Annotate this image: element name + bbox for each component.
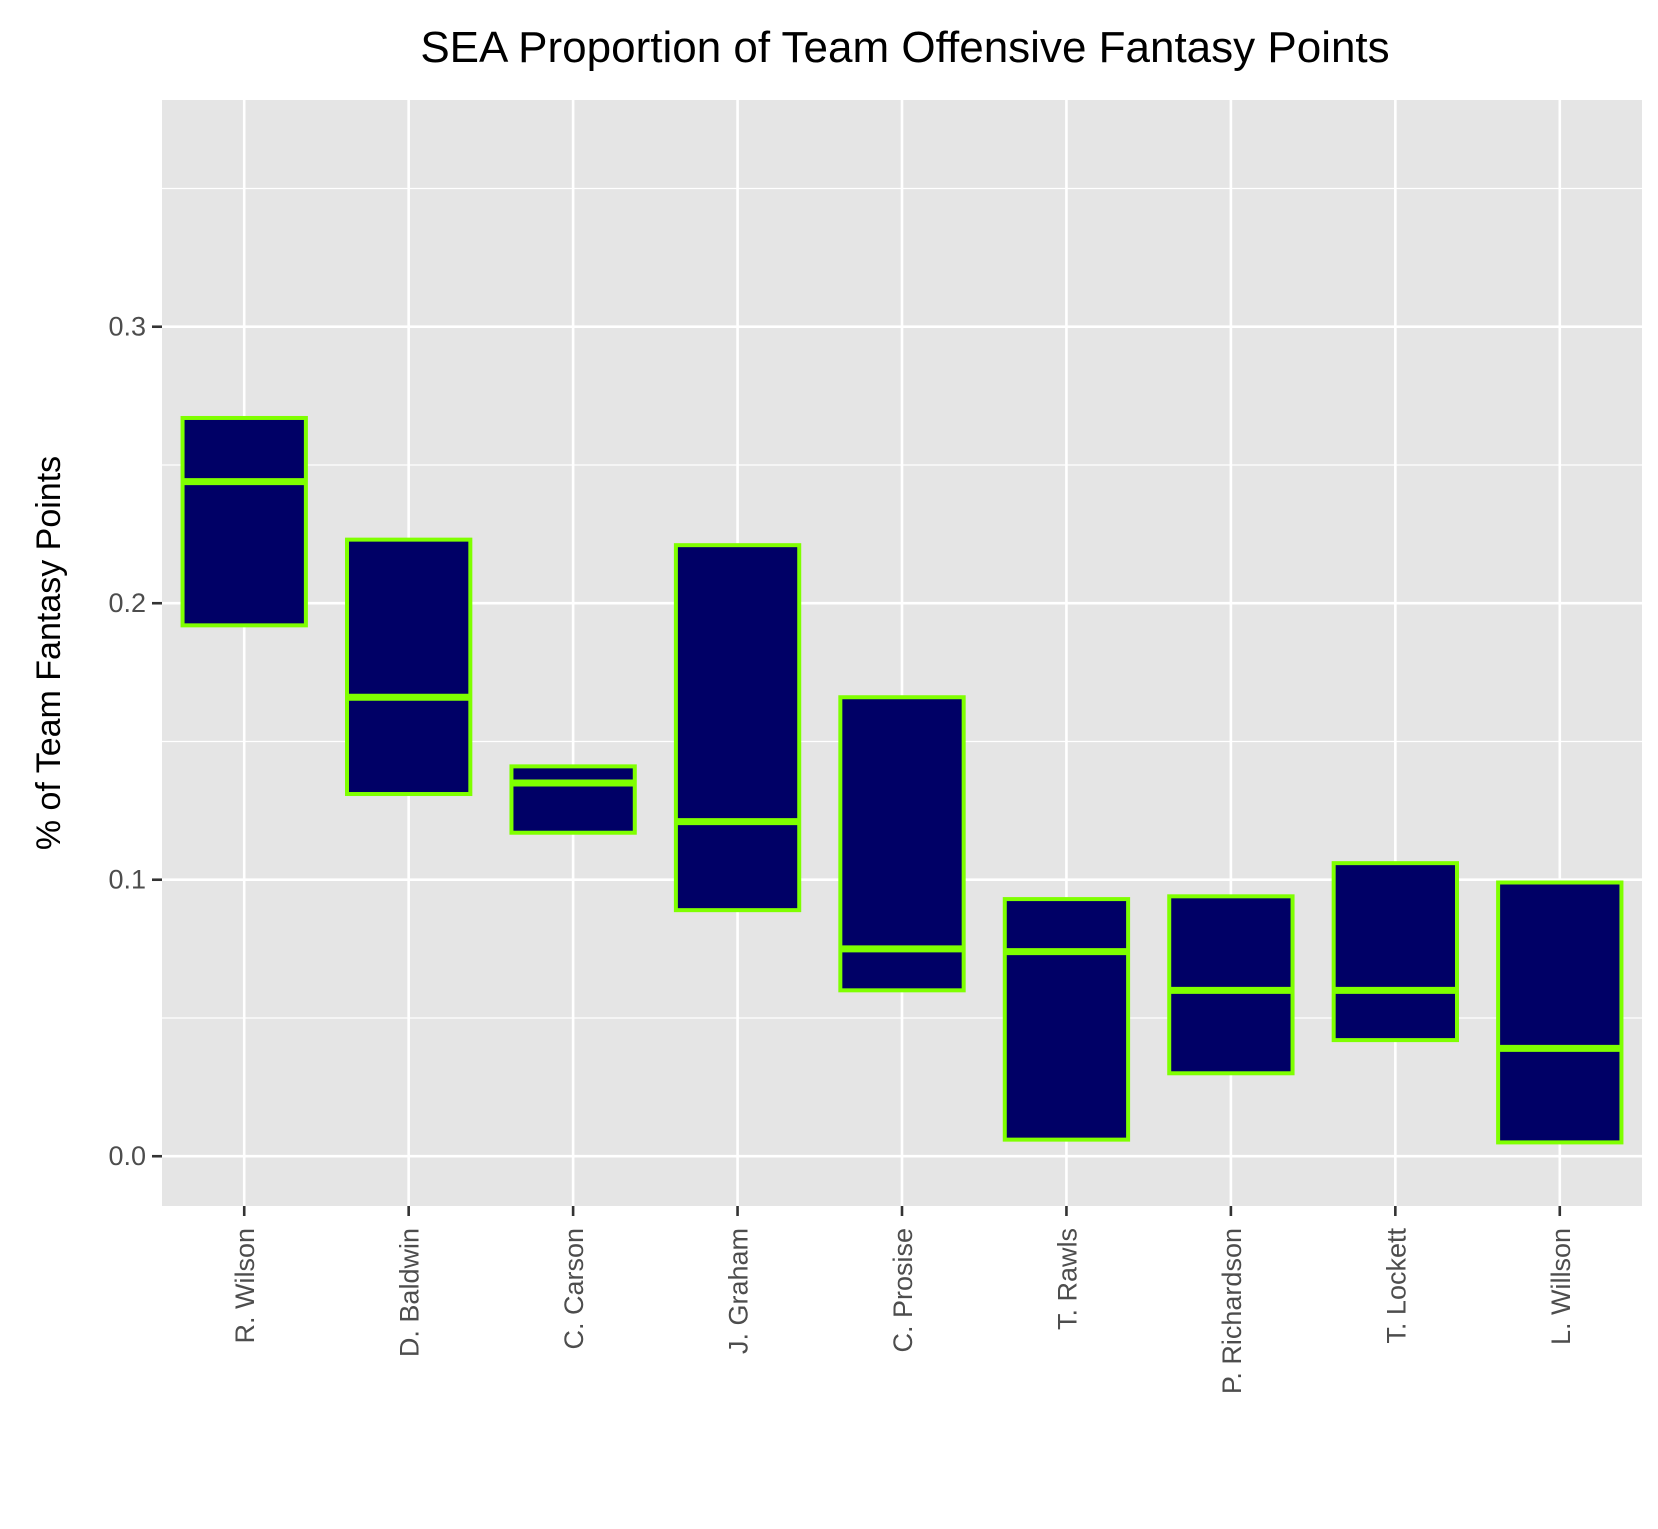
box-series (180, 415, 1624, 1145)
box-t-lockett (1331, 861, 1459, 1043)
box-p-richardson (1167, 894, 1295, 1076)
y-tick-label: 0.3 (108, 312, 146, 342)
x-axis: R. Wilson D. Baldwin C. Carson J. Graham C. … (230, 1206, 1576, 1394)
x-tick-label: T. Lockett (1381, 1228, 1411, 1344)
box-iqr (345, 537, 473, 797)
box-d-baldwin (345, 537, 473, 797)
y-tick-label: 0.1 (108, 865, 146, 895)
box-c-carson (509, 764, 637, 835)
x-tick-label: R. Wilson (230, 1228, 260, 1344)
x-tick-label: L. Willson (1546, 1228, 1576, 1345)
x-tick-label: D. Baldwin (395, 1228, 425, 1357)
y-axis-title: % of Team Fantasy Points (30, 456, 68, 850)
box-l-willson (1496, 880, 1624, 1145)
y-tick-label: 0.2 (108, 588, 146, 618)
box-iqr (509, 764, 637, 835)
box-t-rawls (1002, 897, 1131, 1142)
box-j-graham (673, 543, 802, 913)
box-iqr (673, 543, 802, 913)
box-iqr (1331, 861, 1459, 1043)
x-tick-label: J. Graham (724, 1228, 754, 1354)
x-tick-label: C. Prosise (888, 1228, 918, 1353)
chart-title: SEA Proportion of Team Offensive Fantasy… (420, 23, 1389, 72)
box-c-prosise (838, 695, 966, 993)
box-iqr (838, 695, 966, 993)
x-tick-label: T. Rawls (1052, 1228, 1082, 1330)
box-iqr (1496, 880, 1624, 1145)
y-tick-label: 0.0 (108, 1141, 146, 1171)
x-tick-label: C. Carson (559, 1228, 589, 1350)
y-axis: 0.0 0.1 0.2 0.3 (108, 312, 162, 1171)
x-tick-label: P. Richardson (1217, 1228, 1247, 1394)
box-iqr (180, 415, 308, 628)
box-r-wilson (180, 415, 308, 628)
box-iqr (1002, 897, 1131, 1142)
box-iqr (1167, 894, 1295, 1076)
